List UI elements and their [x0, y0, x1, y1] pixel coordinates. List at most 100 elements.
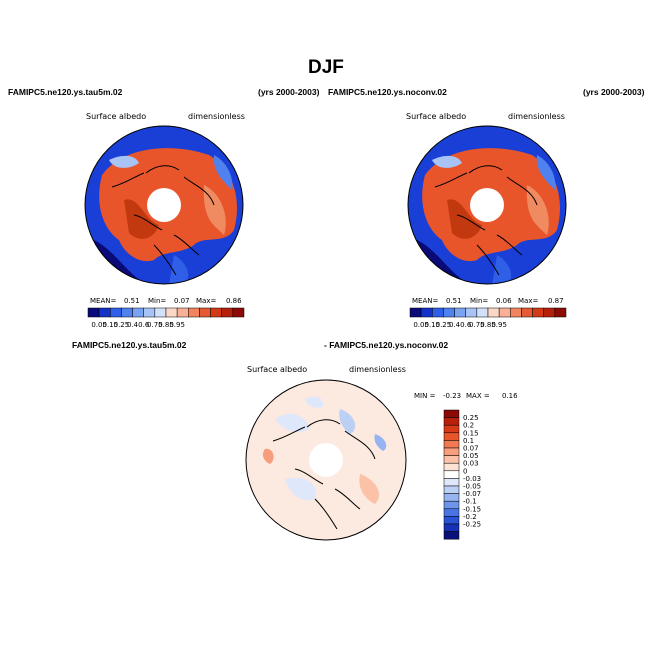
colorbar-tau5m-swatch-8 [176, 307, 189, 318]
colorbar-difference-swatch-14 [443, 516, 460, 525]
diff-variable: Surface albedo [247, 365, 308, 374]
colorbar-noconv-tick-label: 0.85 [480, 321, 496, 329]
colorbar-difference-tick-label: -0.2 [463, 513, 477, 521]
colorbar-difference-tick-label: 0.15 [463, 429, 479, 437]
colorbar-noconv-swatch-2 [432, 307, 444, 318]
colorbar-noconv-swatch-11 [532, 307, 544, 318]
colorbar-difference-tick-label: 0.07 [463, 445, 479, 453]
colorbar-tau5m-swatch-4 [132, 307, 144, 318]
panel1-max-value: 0.86 [226, 297, 242, 305]
colorbar-tau5m-swatch-12 [221, 307, 234, 318]
panel2-variable: Surface albedo [406, 112, 467, 121]
panel2-min-value: 0.06 [496, 297, 512, 305]
panel1-years: (yrs 2000-2003) [258, 87, 320, 97]
colorbar-difference-swatch-2 [443, 424, 460, 434]
polar-map-tau5m [84, 125, 244, 285]
colorbar-noconv-swatch-9 [510, 307, 522, 318]
diff-max-label: MAX = [466, 392, 490, 400]
colorbar-difference-tick-label: 0.05 [463, 452, 479, 460]
colorbar-noconv-swatch-12 [543, 307, 556, 318]
colorbar-tau5m-swatch-0 [87, 307, 100, 318]
colorbar-tau5m-swatch-5 [143, 307, 156, 318]
colorbar-difference-tick-label: -0.03 [463, 475, 481, 483]
colorbar-tau5m-swatch-1 [98, 307, 111, 318]
panel1-units: dimensionless [188, 112, 245, 121]
colorbar-noconv-swatch-6 [476, 307, 489, 318]
polar-map-difference [245, 379, 407, 541]
colorbar-difference-swatch-6 [443, 455, 460, 464]
colorbar-difference-tick-label: -0.25 [463, 521, 481, 529]
colorbar-noconv-swatch-8 [498, 307, 511, 318]
colorbar-tau5m-tick-label: 0.75 [147, 321, 163, 329]
colorbar-noconv-swatch-1 [420, 307, 433, 318]
colorbar-tau5m-swatch-9 [188, 307, 200, 318]
colorbar-tau5m-tick-label: 0.85 [158, 321, 174, 329]
colorbar-tau5m-tick-label: 0.05 [91, 321, 107, 329]
colorbar-noconv-swatch-10 [521, 307, 533, 318]
colorbar-difference-swatch-8 [443, 470, 460, 479]
colorbar-noconv-tick-label: 0.95 [491, 321, 507, 329]
colorbar-difference-swatch-5 [443, 447, 460, 456]
colorbar-difference-tick-label: -0.1 [463, 498, 477, 506]
diff-max-value: 0.16 [502, 392, 518, 400]
colorbar-noconv-swatch-7 [487, 307, 500, 318]
colorbar-difference-swatch-1 [443, 417, 460, 426]
panel1-max-label: Max= [196, 297, 217, 305]
colorbar-tau5m-tick-label: 0.25 [114, 321, 130, 329]
colorbar-tau5m-tick-label: 0.15 [102, 321, 118, 329]
polar-map-noconv [407, 125, 567, 285]
colorbar-difference-tick-label: -0.05 [463, 483, 481, 491]
panel1-variable: Surface albedo [86, 112, 147, 121]
colorbar-tau5m-swatch-11 [210, 307, 222, 318]
colorbar-difference: 0.250.20.150.10.070.050.030-0.03-0.05-0.… [443, 409, 481, 540]
colorbar-difference-tick-label: 0.25 [463, 414, 479, 422]
panel2-run-name: FAMIPC5.ne120.ys.noconv.02 [328, 87, 447, 97]
colorbar-tau5m: 0.050.150.250.4 0.60.750.850.95 [87, 307, 245, 329]
colorbar-tau5m-swatch-10 [199, 307, 211, 318]
colorbar-noconv-tick-label: 0.75 [469, 321, 485, 329]
colorbar-tau5m-swatch-2 [110, 307, 122, 318]
colorbar-difference-tick-label: 0.1 [463, 437, 474, 445]
colorbar-noconv-tick-label: 0.25 [436, 321, 452, 329]
colorbar-tau5m-tick-label: 0.4 [127, 321, 139, 329]
colorbar-noconv-swatch-0 [409, 307, 422, 318]
colorbar-difference-tick-label: -0.07 [463, 490, 481, 498]
colorbar-tau5m-swatch-6 [154, 307, 167, 318]
page-title: DJF [308, 57, 344, 78]
colorbar-difference-swatch-10 [443, 485, 460, 494]
colorbar-noconv-tick-label: 0.05 [413, 321, 429, 329]
diff-min-label: MIN = [414, 392, 436, 400]
panel1-mean-value: 0.51 [124, 297, 140, 305]
panel2-max-value: 0.87 [548, 297, 564, 305]
colorbar-noconv-swatch-3 [443, 307, 455, 318]
colorbar-tau5m-swatch-3 [121, 307, 133, 318]
colorbar-difference-swatch-12 [443, 500, 460, 510]
colorbar-difference-swatch-0 [443, 409, 460, 418]
colorbar-difference-tick-label: 0.03 [463, 460, 479, 468]
panel2-mean-value: 0.51 [446, 297, 462, 305]
colorbar-tau5m-tick-label: 0.95 [169, 321, 185, 329]
colorbar-difference-tick-label: -0.15 [463, 505, 481, 513]
panel1-min-label: Min= [148, 297, 167, 305]
panel2-min-label: Min= [470, 297, 489, 305]
colorbar-tau5m-swatch-7 [165, 307, 178, 318]
colorbar-noconv-tick-label: 0.6 [460, 321, 472, 329]
colorbar-noconv: 0.050.150.250.4 0.60.750.850.95 [409, 307, 567, 329]
colorbar-tau5m-tick-label: 0.6 [138, 321, 150, 329]
diff-run-b: - FAMIPC5.ne120.ys.noconv.02 [324, 340, 449, 350]
diff-units: dimensionless [349, 365, 406, 374]
panel1-mean-label: MEAN= [90, 297, 117, 305]
colorbar-difference-swatch-4 [443, 440, 460, 449]
panel2-max-label: Max= [518, 297, 539, 305]
colorbar-noconv-swatch-4 [454, 307, 466, 318]
colorbar-difference-swatch-15 [443, 523, 460, 532]
colorbar-noconv-tick-label: 0.4 [449, 321, 461, 329]
colorbar-noconv-swatch-5 [465, 307, 478, 318]
panel1-min-value: 0.07 [174, 297, 190, 305]
panel2-years: (yrs 2000-2003) [583, 87, 645, 97]
colorbar-difference-swatch-3 [443, 432, 460, 441]
panel2-units: dimensionless [508, 112, 565, 121]
colorbar-difference-swatch-9 [443, 478, 460, 487]
diff-min-value: -0.23 [443, 392, 462, 400]
colorbar-noconv-tick-label: 0.15 [424, 321, 440, 329]
